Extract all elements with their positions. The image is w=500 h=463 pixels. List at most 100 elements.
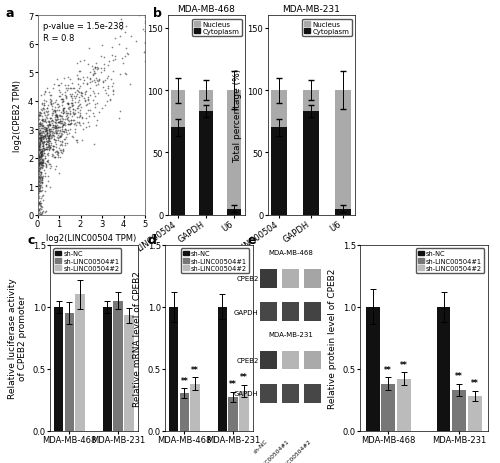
Text: c: c xyxy=(28,234,35,247)
Point xyxy=(80,120,88,127)
Point xyxy=(43,145,51,153)
Point xyxy=(35,169,43,176)
Point xyxy=(56,124,64,131)
Point xyxy=(102,102,110,109)
Point xyxy=(86,107,94,114)
Point xyxy=(102,90,110,98)
Point xyxy=(38,152,46,159)
Bar xyxy=(304,351,321,369)
Point xyxy=(35,135,43,142)
Point xyxy=(85,45,93,52)
Point xyxy=(38,179,46,186)
Point xyxy=(40,102,48,110)
Point xyxy=(100,54,108,61)
Title: MDA-MB-231: MDA-MB-231 xyxy=(282,5,340,14)
Point xyxy=(34,136,42,143)
Point xyxy=(46,100,54,107)
Point xyxy=(54,153,62,161)
Point xyxy=(36,159,44,167)
Point xyxy=(42,125,50,132)
Point xyxy=(48,100,56,108)
Point xyxy=(46,138,54,145)
Point xyxy=(52,125,60,132)
Point xyxy=(122,45,130,53)
Point xyxy=(56,128,64,136)
Point xyxy=(44,141,52,148)
Point xyxy=(46,135,54,142)
Point xyxy=(34,129,42,137)
Point xyxy=(37,211,45,219)
Point xyxy=(38,208,46,215)
Point xyxy=(36,127,44,134)
Point xyxy=(63,131,71,138)
Point xyxy=(45,143,53,150)
Point xyxy=(89,97,97,104)
Point xyxy=(51,154,59,161)
Point xyxy=(38,175,46,182)
Point xyxy=(50,143,58,150)
Point xyxy=(109,91,117,99)
Point xyxy=(86,92,94,100)
Point xyxy=(60,110,68,118)
Point xyxy=(44,137,52,144)
Point xyxy=(34,206,42,213)
Point xyxy=(36,137,44,144)
Point xyxy=(37,135,45,143)
Point xyxy=(35,175,43,182)
Point xyxy=(58,122,66,129)
Point xyxy=(47,142,55,150)
Point xyxy=(37,134,45,142)
Point xyxy=(38,209,46,216)
Point xyxy=(90,140,98,148)
Point xyxy=(91,64,99,71)
Point xyxy=(54,136,62,143)
Point xyxy=(34,170,42,177)
Point xyxy=(64,85,72,93)
Point xyxy=(139,26,147,33)
Bar xyxy=(102,307,112,431)
Point xyxy=(35,179,43,186)
Point xyxy=(34,147,42,155)
Point xyxy=(116,71,124,79)
Point xyxy=(36,193,44,200)
Point xyxy=(34,134,42,141)
Point xyxy=(38,92,46,100)
Bar xyxy=(272,91,287,128)
Point xyxy=(69,110,77,117)
Point xyxy=(53,151,61,159)
Point xyxy=(141,13,149,20)
Point xyxy=(58,132,66,140)
Point xyxy=(35,145,43,153)
Point xyxy=(34,175,42,183)
Point xyxy=(36,135,44,142)
Point xyxy=(36,200,44,207)
Point xyxy=(36,160,44,168)
Point xyxy=(53,125,61,132)
Point xyxy=(60,121,68,128)
Point xyxy=(70,121,78,129)
Point xyxy=(48,108,56,116)
Point xyxy=(52,149,60,156)
Point xyxy=(40,132,48,140)
Point xyxy=(70,109,78,116)
Point xyxy=(40,124,48,131)
Point xyxy=(36,132,44,139)
Point xyxy=(55,93,63,100)
Point xyxy=(52,129,60,136)
Point xyxy=(36,147,44,155)
Point xyxy=(34,173,42,180)
Point xyxy=(54,145,62,152)
Point xyxy=(41,160,49,167)
Point xyxy=(65,106,73,114)
Point xyxy=(52,130,60,138)
Point xyxy=(80,95,88,103)
Point xyxy=(34,147,42,154)
Point xyxy=(35,186,43,193)
Point xyxy=(35,166,43,174)
Point xyxy=(104,83,112,91)
Point xyxy=(36,169,44,176)
Point xyxy=(40,135,48,143)
Point xyxy=(88,63,96,71)
Point xyxy=(78,137,86,144)
Point xyxy=(38,116,46,124)
